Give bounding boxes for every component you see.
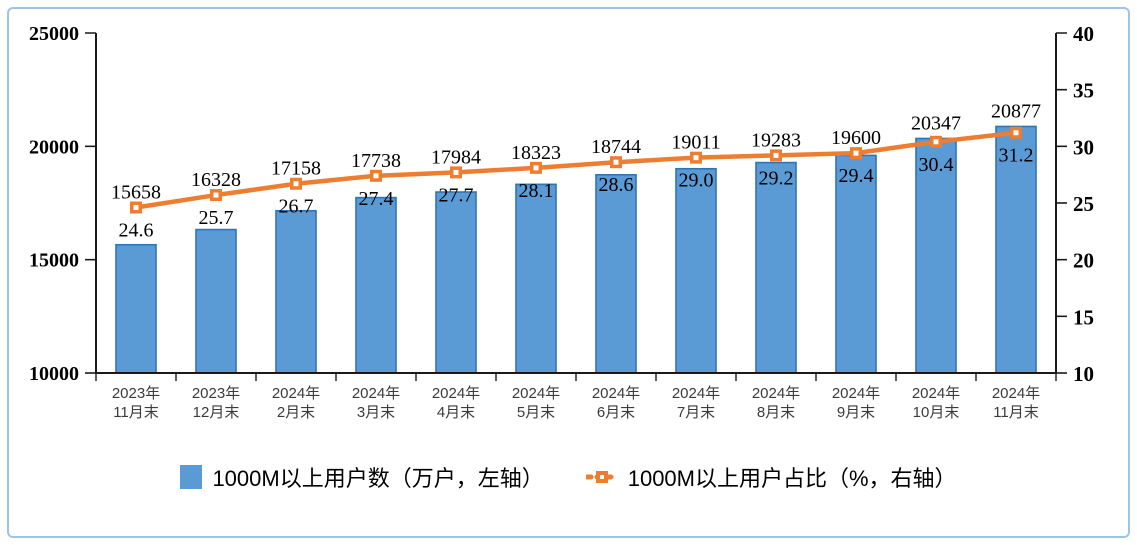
line-marker-center	[133, 205, 139, 211]
bar	[435, 191, 477, 374]
legend-label-line-series: 1000M以上用户占比（%，右轴）	[627, 466, 957, 491]
line-marker-center	[533, 165, 539, 171]
x-axis-label: 2024年 2月末	[272, 385, 320, 421]
line-value-label: 26.7	[279, 196, 314, 218]
line-value-label: 29.0	[679, 170, 714, 192]
bar	[835, 154, 877, 374]
left-axis-tick-label: 20000	[29, 136, 79, 158]
bar-line-chart: 10000 15000 20000 25000 10 15 20 25 30 35 40 2023年 1…	[29, 22, 1094, 421]
right-axis-tick-label: 25	[1073, 192, 1094, 216]
line-marker-center	[853, 150, 859, 156]
line-marker-center	[373, 173, 379, 179]
line-marker-center	[933, 139, 939, 145]
legend-item-line-series: 1000M以上用户占比（%，右轴）	[585, 461, 957, 493]
line-value-label: 25.7	[199, 207, 234, 229]
line-marker-center	[213, 192, 219, 198]
right-axis-tick-label: 35	[1073, 79, 1094, 103]
x-axis-label: 2024年 5月末	[512, 385, 560, 421]
bar-value-label: 15658	[111, 182, 161, 204]
bar	[195, 228, 237, 374]
x-axis-label: 2024年 8月末	[752, 385, 800, 421]
line-value-label: 28.6	[599, 174, 634, 196]
bar	[595, 174, 637, 374]
x-axis-label: 2024年 9月末	[832, 385, 880, 421]
line-value-label: 24.6	[119, 220, 154, 242]
x-axis-label: 2024年 11月末	[992, 385, 1040, 421]
bar-value-label: 20877	[991, 100, 1041, 122]
left-axis-tick-label: 15000	[29, 250, 79, 272]
x-axis-label: 2024年 4月末	[432, 385, 480, 421]
legend: 1000M以上用户数（万户，左轴） 1000M以上用户占比（%，右轴）	[9, 461, 1128, 493]
line-value-label: 27.4	[359, 188, 394, 210]
bar-value-label: 16328	[191, 169, 241, 191]
line-value-label: 29.4	[839, 165, 874, 187]
line-marker-center	[693, 155, 699, 161]
bar	[275, 209, 317, 374]
line-value-label: 28.1	[519, 180, 554, 202]
bar	[675, 167, 717, 374]
line-value-label: 29.2	[759, 167, 794, 189]
bar	[915, 137, 957, 374]
bar	[755, 161, 797, 374]
line-series-marker-icon	[585, 471, 618, 483]
bar-value-label: 19283	[751, 129, 801, 151]
bar	[515, 183, 557, 374]
bar-value-label: 17738	[351, 150, 401, 172]
bar-value-label: 19600	[831, 127, 881, 149]
bar	[115, 243, 157, 374]
bar-value-label: 20347	[911, 112, 961, 134]
x-axis-label: 2024年 3月末	[352, 385, 400, 421]
line-value-label: 27.7	[439, 184, 474, 206]
x-axis-label: 2024年 10月末	[912, 385, 960, 421]
right-axis-tick-label: 40	[1073, 22, 1094, 46]
bar-value-label: 18744	[591, 136, 641, 158]
chart-frame: 10000 15000 20000 25000 10 15 20 25 30 35 40 2023年 1…	[7, 7, 1130, 538]
legend-item-bar-series: 1000M以上用户数（万户，左轴）	[180, 461, 544, 493]
left-axis-tick-label: 10000	[29, 363, 79, 385]
x-axis-label: 2024年 6月末	[592, 385, 640, 421]
line-value-label: 30.4	[919, 154, 954, 176]
bar-value-label: 19011	[671, 132, 720, 154]
left-axis-tick-label: 25000	[29, 23, 79, 45]
bar-value-label: 18323	[511, 142, 561, 164]
x-axis-label: 2024年 7月末	[672, 385, 720, 421]
right-axis-tick-label: 30	[1073, 135, 1094, 159]
right-axis-tick-label: 10	[1073, 362, 1094, 386]
line-marker-center	[293, 181, 299, 187]
line-series	[135, 130, 1017, 210]
bar-series-swatch-icon	[180, 465, 203, 489]
line-marker-center	[1013, 130, 1019, 136]
x-axis-label: 2023年 12月末	[192, 385, 240, 421]
bar-value-label: 17984	[431, 146, 481, 168]
line-value-label: 31.2	[999, 145, 1034, 167]
line-marker-center	[453, 169, 459, 175]
right-axis-tick-label: 15	[1073, 305, 1094, 329]
x-axis-label: 2023年 11月末	[112, 385, 160, 421]
bar-value-label: 17158	[271, 158, 321, 180]
line-marker-center	[773, 152, 779, 158]
bar	[995, 125, 1037, 374]
right-axis-tick-label: 20	[1073, 249, 1094, 273]
bar	[355, 196, 397, 374]
line-marker-center	[613, 159, 619, 165]
legend-label-bar-series: 1000M以上用户数（万户，左轴）	[212, 466, 544, 491]
